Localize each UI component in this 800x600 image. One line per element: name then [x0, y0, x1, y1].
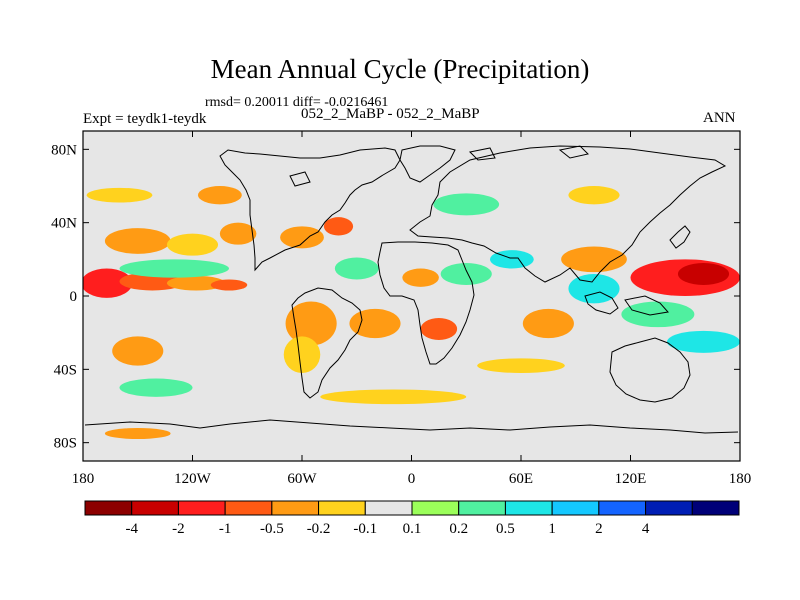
colorbar-swatch-13 — [691, 500, 740, 516]
anomaly-region-10 — [280, 226, 324, 249]
colorbar: -4 -2 -1 -0.5 -0.2 -0.1 0.1 0.2 0.5 1 2 4 — [84, 500, 740, 537]
x-tick-label: 120E — [615, 471, 647, 487]
colorbar-swatch-10 — [551, 500, 600, 516]
anomaly-region-27 — [477, 358, 565, 373]
y-tick-label: 0 — [70, 289, 78, 305]
colorbar-swatch-8 — [458, 500, 506, 516]
anomaly-region-15 — [349, 308, 401, 339]
anomaly-region-13 — [285, 301, 337, 346]
anomaly-region-18 — [440, 263, 492, 285]
colorbar-swatch-7 — [411, 500, 460, 516]
colorbar-swatch-2 — [177, 500, 226, 516]
colorbar-label: -4 — [125, 521, 138, 537]
anomaly-region-3 — [210, 279, 248, 291]
x-tick-label: 180 — [729, 471, 752, 487]
anomaly-region-24 — [677, 263, 730, 285]
rmsd-diff-label: rmsd= 0.20011 diff= -0.0216461 — [205, 95, 389, 110]
coastline-australia — [609, 337, 691, 403]
anomaly-region-30 — [119, 378, 193, 397]
anomaly-region-11 — [323, 217, 354, 236]
coastline-maritime-continent — [584, 291, 669, 316]
colorbar-label: 0.5 — [496, 521, 515, 537]
colorbar-swatch-5 — [318, 500, 366, 516]
anomaly-region-16 — [420, 318, 458, 340]
coastline-north-america — [219, 147, 401, 272]
coastline-antarctica — [84, 419, 739, 434]
anomaly-region-32 — [568, 186, 620, 205]
anomaly-region-12 — [334, 257, 379, 280]
colorbar-swatch-4 — [271, 500, 320, 516]
colorbar-swatch-6 — [364, 500, 413, 516]
anomaly-region-20 — [561, 246, 627, 273]
coastlines — [84, 145, 739, 434]
colorbar-label: -0.5 — [260, 521, 284, 537]
coastline-greenland — [399, 145, 456, 183]
y-tick-label: 80N — [51, 142, 77, 158]
coastline-south-america — [291, 287, 363, 399]
colorbar-swatch-1 — [131, 500, 179, 516]
x-tick-label: 180 — [72, 471, 95, 487]
colorbar-label: -0.1 — [353, 521, 377, 537]
anomaly-region-33 — [104, 428, 171, 439]
coastline-eurasia — [409, 145, 727, 283]
x-tick-label: 60W — [287, 471, 317, 487]
colorbar-label: -0.2 — [307, 521, 331, 537]
map-axes: 180 120W 60W 0 60E 120E 180 80N 40N 0 40S 80S — [51, 131, 751, 487]
anomaly-regions — [83, 186, 740, 439]
coastline-arctic-islands — [289, 145, 589, 187]
colorbar-swatch-11 — [598, 500, 647, 516]
anomaly-region-26 — [667, 330, 740, 353]
anomaly-region-9 — [197, 186, 242, 205]
anomaly-region-22 — [522, 308, 574, 339]
anomaly-region-7 — [119, 259, 229, 278]
experiment-label: Expt = teydk1-teydk — [83, 111, 207, 127]
anomaly-region-4 — [104, 228, 171, 254]
y-tick-label: 80S — [54, 436, 77, 452]
colorbar-swatch-0 — [84, 500, 133, 516]
anomaly-region-0 — [83, 268, 133, 298]
colorbar-label: -1 — [219, 521, 232, 537]
colorbar-label: 0.2 — [449, 521, 468, 537]
x-tick-label: 60E — [509, 471, 533, 487]
anomaly-region-8 — [86, 187, 153, 203]
map-background — [83, 131, 740, 461]
anomaly-region-5 — [166, 233, 219, 256]
colorbar-label: -2 — [172, 521, 185, 537]
colorbar-label: 2 — [595, 521, 603, 537]
colorbar-swatch-9 — [504, 500, 553, 516]
case-comparison-label: 052_2_MaBP - 052_2_MaBP — [301, 106, 480, 122]
anomaly-region-17 — [402, 268, 439, 287]
coastline-africa — [377, 241, 475, 365]
anomaly-region-28 — [320, 389, 467, 405]
anomaly-region-2 — [166, 275, 226, 291]
colorbar-label: 0.1 — [403, 521, 422, 537]
season-label: ANN — [703, 110, 736, 126]
y-tick-label: 40N — [51, 216, 77, 232]
anomaly-region-31 — [433, 193, 500, 216]
colorbar-swatch-12 — [645, 500, 693, 516]
anomaly-region-6 — [219, 222, 257, 245]
chart-title: Mean Annual Cycle (Precipitation) — [210, 54, 590, 84]
anomaly-region-21 — [568, 274, 620, 304]
coastline-japan — [669, 225, 691, 249]
colorbar-label: 1 — [548, 521, 556, 537]
anomaly-region-25 — [621, 301, 695, 328]
colorbar-label: 4 — [642, 521, 650, 537]
x-tick-label: 0 — [408, 471, 416, 487]
x-tick-label: 120W — [174, 471, 212, 487]
colorbar-swatch-3 — [224, 500, 273, 516]
anomaly-region-14 — [283, 336, 321, 373]
y-tick-label: 40S — [54, 362, 77, 378]
anomaly-region-29 — [112, 336, 164, 366]
